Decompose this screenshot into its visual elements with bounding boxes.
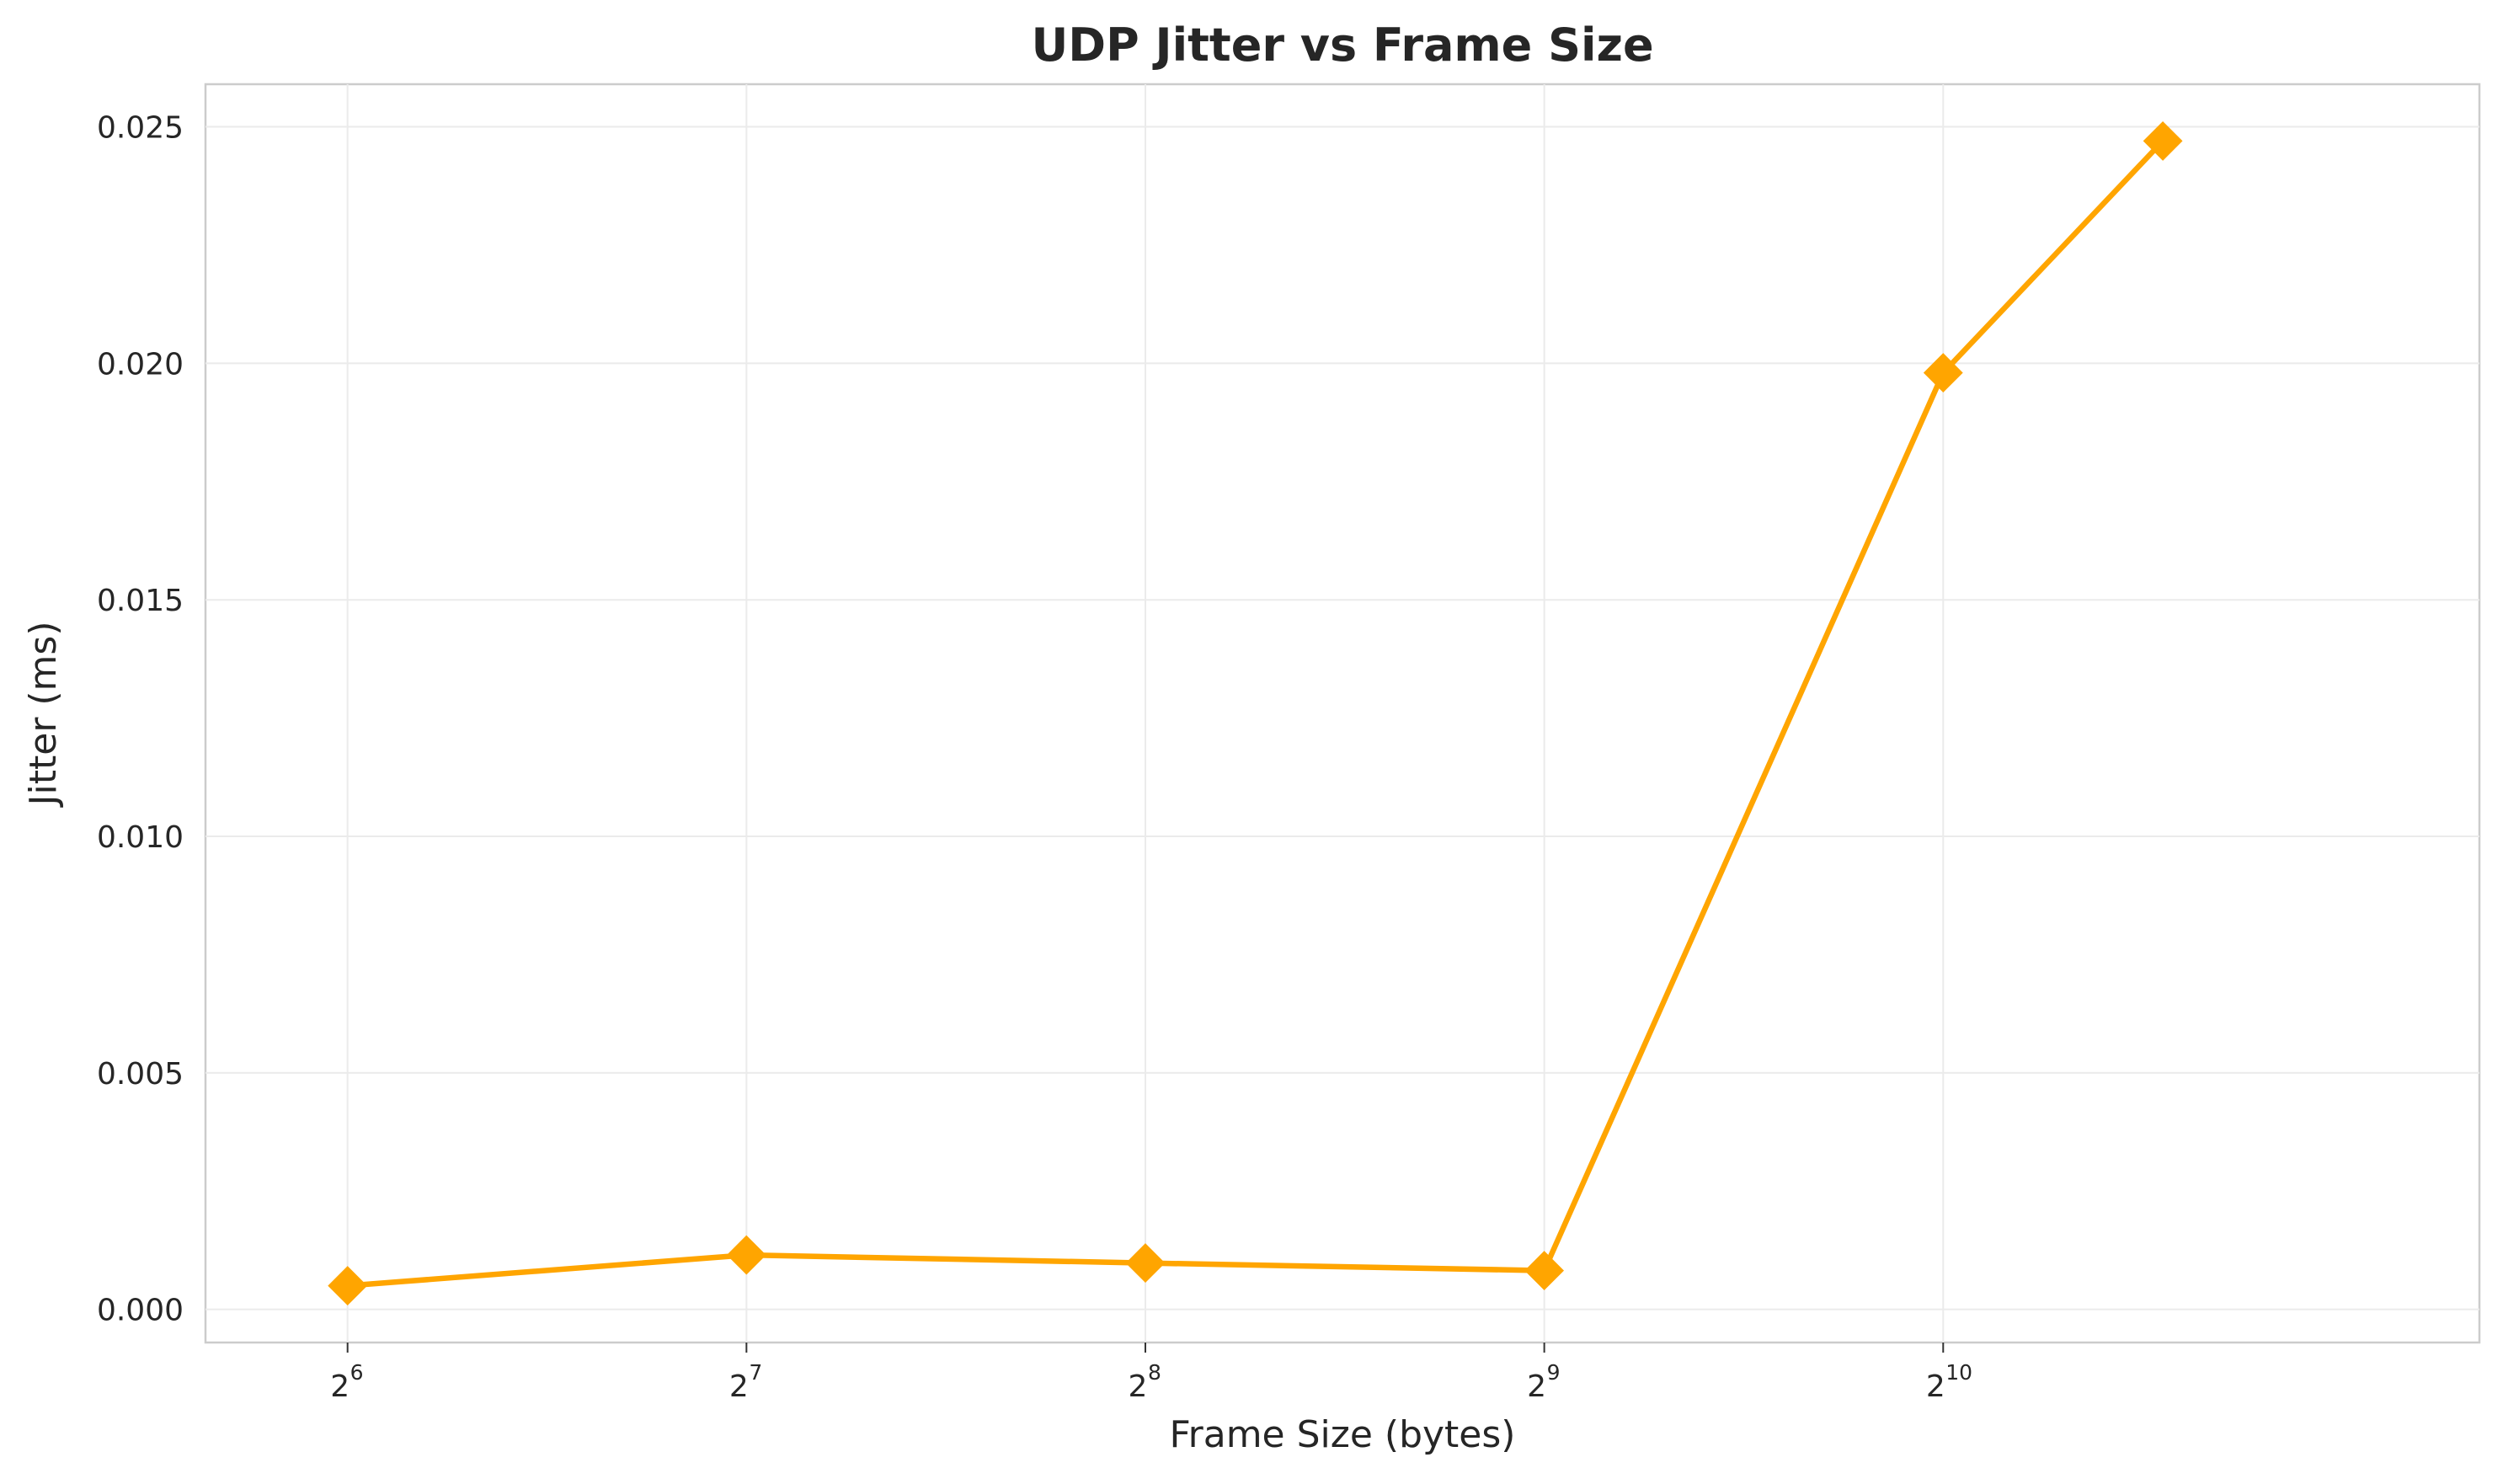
x-tick-exponent: 10 bbox=[1945, 1360, 1972, 1385]
x-axis-label: Frame Size (bytes) bbox=[1170, 1413, 1516, 1456]
data-point-marker bbox=[2143, 120, 2183, 161]
x-tick-label: 2 10 bbox=[1926, 1360, 1972, 1404]
y-tick-label: 0.000 bbox=[97, 1294, 184, 1328]
x-tick-labels: 2 6 2 7 2 8 2 9 2 10 bbox=[330, 1343, 1972, 1404]
data-point-marker bbox=[726, 1235, 766, 1275]
data-point-marker bbox=[1524, 1251, 1565, 1291]
x-tick-base: 2 bbox=[1527, 1369, 1546, 1404]
y-tick-label: 0.005 bbox=[97, 1057, 184, 1092]
y-tick-label: 0.020 bbox=[97, 347, 184, 382]
data-point-marker bbox=[1923, 353, 1963, 393]
gridlines bbox=[205, 84, 2479, 1343]
series-layer bbox=[328, 120, 2183, 1306]
x-tick-base: 2 bbox=[729, 1369, 749, 1404]
x-tick-exponent: 6 bbox=[350, 1360, 364, 1385]
data-point-marker bbox=[328, 1266, 368, 1306]
plot-area bbox=[204, 83, 2481, 1344]
x-tick-base: 2 bbox=[330, 1369, 350, 1404]
y-tick-label: 0.010 bbox=[97, 820, 184, 855]
x-tick-base: 2 bbox=[1926, 1369, 1945, 1404]
x-tick-exponent: 7 bbox=[749, 1360, 762, 1385]
y-axis-label: Jitter (ms) bbox=[22, 622, 65, 809]
y-tick-label: 0.025 bbox=[97, 111, 184, 146]
x-tick-exponent: 8 bbox=[1148, 1360, 1161, 1385]
data-point-marker bbox=[1125, 1243, 1166, 1284]
series-line bbox=[347, 139, 2165, 1289]
x-tick-base: 2 bbox=[1129, 1369, 1148, 1404]
y-tick-label: 0.015 bbox=[97, 584, 184, 618]
x-tick-exponent: 9 bbox=[1547, 1360, 1561, 1385]
y-tick-labels: 0.000 0.005 0.010 0.015 0.020 0.025 bbox=[97, 111, 184, 1328]
chart-title: UDP Jitter vs Frame Size bbox=[1031, 19, 1653, 72]
